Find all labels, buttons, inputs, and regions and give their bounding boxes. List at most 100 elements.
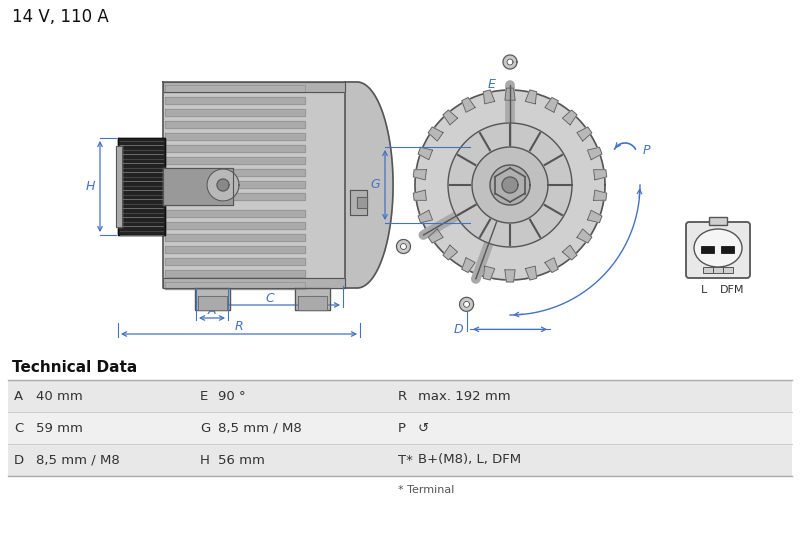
Polygon shape xyxy=(594,190,606,200)
Polygon shape xyxy=(507,59,513,65)
Bar xyxy=(90,70,380,340)
Polygon shape xyxy=(483,266,494,280)
Polygon shape xyxy=(165,133,305,140)
Polygon shape xyxy=(118,138,165,235)
Text: A: A xyxy=(208,304,216,318)
Text: Technical Data: Technical Data xyxy=(12,360,138,375)
Text: 40 mm: 40 mm xyxy=(36,390,82,402)
Text: C: C xyxy=(265,292,274,304)
Polygon shape xyxy=(165,145,305,152)
Polygon shape xyxy=(414,169,426,180)
Text: max. 192 mm: max. 192 mm xyxy=(418,390,510,402)
Bar xyxy=(721,246,734,253)
Text: H: H xyxy=(200,454,210,466)
Polygon shape xyxy=(397,239,410,254)
Text: 8,5 mm / M8: 8,5 mm / M8 xyxy=(36,454,120,466)
Ellipse shape xyxy=(694,229,742,267)
Text: H: H xyxy=(86,180,94,193)
Polygon shape xyxy=(195,288,230,310)
Text: B+(M8), L, DFM: B+(M8), L, DFM xyxy=(418,454,521,466)
Text: 56 mm: 56 mm xyxy=(218,454,265,466)
Polygon shape xyxy=(428,229,443,243)
Polygon shape xyxy=(418,147,433,160)
Polygon shape xyxy=(545,98,558,112)
Polygon shape xyxy=(165,193,305,200)
Text: 90 °: 90 ° xyxy=(218,390,246,402)
Polygon shape xyxy=(562,110,577,125)
Bar xyxy=(8,412,792,444)
Polygon shape xyxy=(345,82,393,288)
Polygon shape xyxy=(198,296,227,310)
Text: R: R xyxy=(234,320,243,334)
Bar xyxy=(701,246,714,253)
Polygon shape xyxy=(526,90,537,104)
Text: D: D xyxy=(14,454,24,466)
FancyBboxPatch shape xyxy=(686,222,750,278)
Polygon shape xyxy=(165,246,305,253)
Bar xyxy=(713,267,723,273)
Polygon shape xyxy=(207,169,239,201)
Bar xyxy=(709,217,727,225)
Polygon shape xyxy=(463,301,470,308)
Text: G: G xyxy=(200,422,210,434)
Text: R: R xyxy=(398,390,407,402)
Polygon shape xyxy=(298,296,327,310)
Polygon shape xyxy=(594,169,606,180)
Text: DFM: DFM xyxy=(720,285,744,295)
Polygon shape xyxy=(526,266,537,280)
Polygon shape xyxy=(357,197,367,208)
Text: 8,5 mm / M8: 8,5 mm / M8 xyxy=(218,422,302,434)
Polygon shape xyxy=(505,88,515,100)
Polygon shape xyxy=(165,181,305,188)
Polygon shape xyxy=(165,169,305,176)
Bar xyxy=(703,267,713,273)
Polygon shape xyxy=(295,288,330,310)
Polygon shape xyxy=(165,210,305,217)
Polygon shape xyxy=(448,123,572,247)
Text: T*: T* xyxy=(398,454,413,466)
Polygon shape xyxy=(459,297,474,311)
Polygon shape xyxy=(428,127,443,141)
Polygon shape xyxy=(116,146,122,227)
Polygon shape xyxy=(418,211,433,223)
Polygon shape xyxy=(163,82,345,92)
Polygon shape xyxy=(165,258,305,265)
Polygon shape xyxy=(587,147,602,160)
Polygon shape xyxy=(587,211,602,223)
Polygon shape xyxy=(165,121,305,128)
Polygon shape xyxy=(350,190,367,215)
Polygon shape xyxy=(163,168,233,205)
Polygon shape xyxy=(545,258,558,272)
Text: 59 mm: 59 mm xyxy=(36,422,83,434)
Polygon shape xyxy=(165,97,305,104)
Polygon shape xyxy=(163,82,345,288)
Polygon shape xyxy=(503,55,517,69)
Text: * Terminal: * Terminal xyxy=(398,485,454,495)
Polygon shape xyxy=(483,90,494,104)
Polygon shape xyxy=(443,110,458,125)
Polygon shape xyxy=(165,109,305,116)
Polygon shape xyxy=(414,190,426,200)
Text: P: P xyxy=(643,143,650,157)
Polygon shape xyxy=(472,147,548,223)
Text: P: P xyxy=(398,422,406,434)
Polygon shape xyxy=(562,245,577,260)
Text: L: L xyxy=(701,285,707,295)
Bar xyxy=(723,267,733,273)
Polygon shape xyxy=(165,85,305,92)
Text: C: C xyxy=(14,422,23,434)
Polygon shape xyxy=(505,270,515,282)
Text: G: G xyxy=(370,179,380,191)
Polygon shape xyxy=(165,222,305,229)
Polygon shape xyxy=(165,234,305,241)
Bar xyxy=(8,380,792,412)
Polygon shape xyxy=(443,245,458,260)
Text: 14 V, 110 A: 14 V, 110 A xyxy=(12,8,109,26)
Text: D: D xyxy=(453,323,463,336)
Polygon shape xyxy=(217,179,229,191)
Bar xyxy=(8,444,792,476)
Polygon shape xyxy=(165,270,305,277)
Text: ↺: ↺ xyxy=(418,422,429,434)
Polygon shape xyxy=(165,157,305,164)
Polygon shape xyxy=(577,229,592,243)
